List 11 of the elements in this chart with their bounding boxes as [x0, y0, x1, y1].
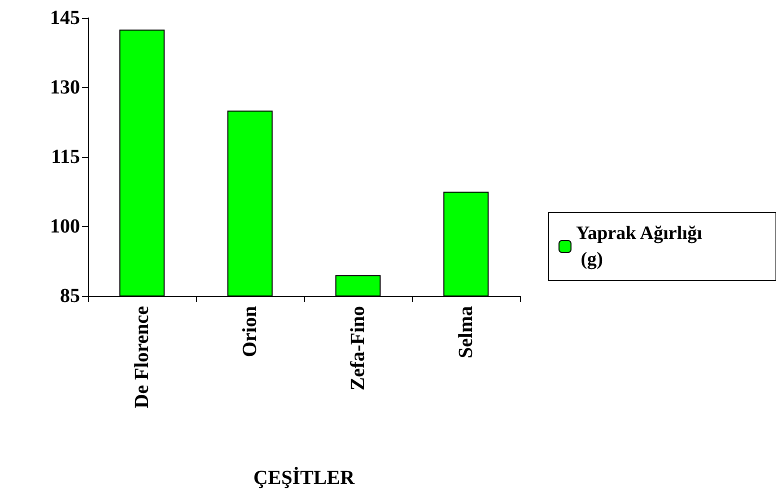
- x-tick-label: De Florence: [131, 306, 153, 408]
- x-tick-label: Selma: [455, 306, 477, 358]
- y-tick-label: 115: [51, 146, 80, 168]
- x-tick-label: Zefa-Fino: [347, 306, 369, 390]
- y-tick-label: 100: [50, 216, 80, 238]
- y-tick-label: 85: [60, 285, 80, 307]
- x-axis-title: ÇEŞİTLER: [253, 466, 356, 489]
- y-tick-label: 130: [50, 76, 80, 98]
- x-tick-label: Orion: [239, 306, 261, 358]
- y-tick-label: 145: [50, 7, 80, 29]
- legend-label: Yaprak Ağırlığı (g): [576, 223, 702, 270]
